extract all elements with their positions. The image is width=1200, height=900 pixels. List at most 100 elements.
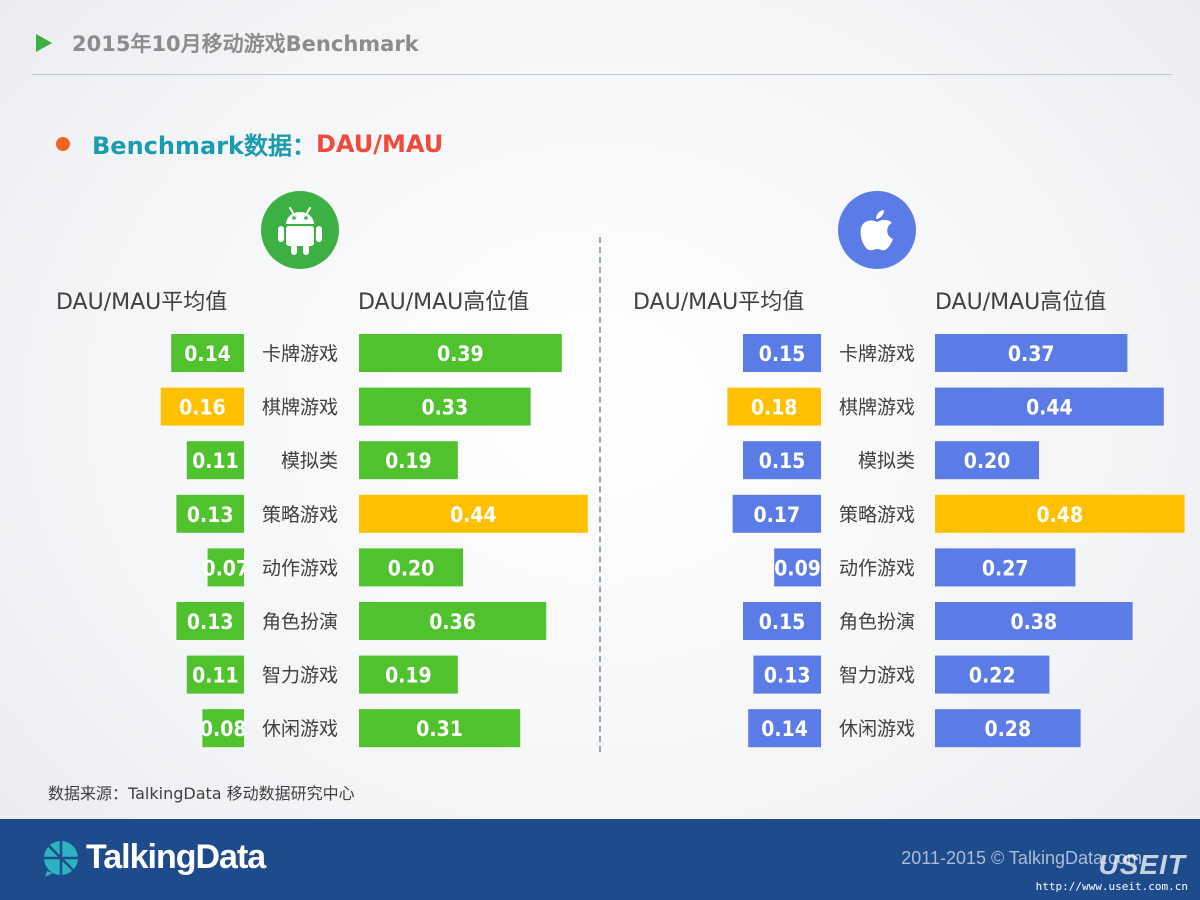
android-avg-value-label: 0.08 bbox=[200, 717, 247, 741]
ios-avg-bar bbox=[753, 655, 821, 694]
ios-avg-value-label: 0.15 bbox=[759, 342, 806, 366]
android-category-label: 角色扮演 bbox=[262, 611, 338, 633]
ios-high-value-label: 0.48 bbox=[1036, 503, 1083, 527]
android-high-header: DAU/MAU高位值 bbox=[358, 290, 530, 315]
ios-avg-value-label: 0.09 bbox=[774, 556, 821, 580]
talkingdata-logo: TalkingData bbox=[42, 838, 266, 877]
subtitle-prefix: Benchmark数据： bbox=[92, 132, 316, 160]
ios-avg-bar bbox=[748, 709, 821, 748]
footer: TalkingData 2011-2015 © TalkingData.com … bbox=[0, 819, 1200, 900]
ios-high-bar bbox=[935, 334, 1128, 372]
android-avg-header: DAU/MAU平均值 bbox=[56, 290, 228, 315]
ios-avg-header: DAU/MAU平均值 bbox=[633, 290, 805, 315]
ios-high-value-label: 0.27 bbox=[982, 556, 1029, 580]
apple-icon bbox=[838, 191, 916, 269]
android-high-value-label: 0.19 bbox=[385, 449, 432, 473]
play-arrow-icon bbox=[36, 34, 52, 52]
ios-high-bar bbox=[935, 709, 1081, 748]
platform-divider bbox=[599, 237, 601, 752]
watermark: USEIT bbox=[1098, 849, 1186, 880]
ios-high-value-label: 0.37 bbox=[1008, 342, 1055, 366]
ios-avg-value-label: 0.14 bbox=[761, 717, 808, 741]
ios-high-bar bbox=[935, 655, 1050, 694]
android-avg-bar bbox=[171, 334, 244, 372]
section-subtitle: Benchmark数据： DAU/MAU bbox=[56, 126, 443, 161]
android-avg-value-label: 0.14 bbox=[184, 342, 231, 366]
ios-high-value-label: 0.28 bbox=[984, 717, 1031, 741]
ios-avg-value-label: 0.15 bbox=[759, 449, 806, 473]
ios-high-value-label: 0.20 bbox=[964, 449, 1011, 473]
android-high-bar bbox=[359, 548, 463, 587]
ios-avg-bar bbox=[732, 494, 821, 533]
subtitle-highlight: DAU/MAU bbox=[315, 129, 444, 158]
ios-high-value-label: 0.44 bbox=[1026, 396, 1073, 420]
ios-high-bar bbox=[935, 602, 1133, 640]
android-category-label: 卡牌游戏 bbox=[262, 343, 338, 365]
android-avg-value-label: 0.11 bbox=[192, 664, 239, 688]
android-high-value-label: 0.19 bbox=[385, 664, 432, 688]
android-high-bar bbox=[359, 387, 531, 426]
header-divider bbox=[32, 74, 1172, 75]
android-avg-value-label: 0.11 bbox=[192, 449, 239, 473]
android-high-bar bbox=[359, 494, 588, 533]
copyright: 2011-2015 © TalkingData.com bbox=[901, 848, 1142, 868]
android-avg-bar bbox=[160, 387, 244, 426]
android-category-label: 模拟类 bbox=[281, 450, 338, 472]
android-avg-bar bbox=[176, 602, 244, 640]
android-avg-bar bbox=[202, 709, 244, 748]
android-high-value-label: 0.36 bbox=[429, 610, 476, 634]
android-avg-bar bbox=[186, 441, 244, 480]
android-category-label: 休闲游戏 bbox=[262, 718, 338, 740]
ios-high-bar bbox=[935, 548, 1076, 587]
ios-avg-bar bbox=[743, 334, 821, 372]
android-avg-value-label: 0.07 bbox=[202, 556, 249, 580]
ios-category-label: 模拟类 bbox=[858, 450, 915, 472]
ios-avg-value-label: 0.18 bbox=[751, 396, 798, 420]
android-high-bar bbox=[359, 709, 521, 748]
ios-avg-value-label: 0.13 bbox=[764, 664, 811, 688]
android-high-bar bbox=[359, 334, 562, 372]
ios-category-label: 动作游戏 bbox=[839, 557, 915, 579]
android-avg-value-label: 0.13 bbox=[187, 610, 234, 634]
data-source: 数据来源：TalkingData 移动数据研究中心 bbox=[48, 784, 355, 803]
android-category-label: 棋牌游戏 bbox=[262, 397, 338, 419]
android-category-label: 动作游戏 bbox=[262, 557, 338, 579]
android-avg-value-label: 0.16 bbox=[179, 396, 226, 420]
ios-avg-value-label: 0.15 bbox=[759, 610, 806, 634]
page-header: 2015年10月移动游戏Benchmark bbox=[36, 28, 419, 58]
page-title: 2015年10月移动游戏Benchmark bbox=[72, 32, 419, 56]
android-high-value-label: 0.39 bbox=[437, 342, 484, 366]
ios-category-label: 智力游戏 bbox=[839, 665, 915, 687]
ios-category-label: 棋牌游戏 bbox=[839, 397, 915, 419]
ios-category-label: 休闲游戏 bbox=[839, 718, 915, 740]
android-avg-bar bbox=[186, 655, 244, 694]
android-avg-bar bbox=[207, 548, 244, 587]
watermark-url: http://www.useit.com.cn bbox=[1035, 880, 1188, 893]
android-high-bar bbox=[359, 602, 547, 640]
ios-avg-value-label: 0.17 bbox=[753, 503, 800, 527]
ios-category-label: 卡牌游戏 bbox=[839, 343, 915, 365]
android-avg-bar bbox=[176, 494, 244, 533]
bullet-icon bbox=[56, 136, 70, 151]
android-avg-value-label: 0.13 bbox=[187, 503, 234, 527]
android-icon bbox=[261, 191, 339, 269]
logo-text: TalkingData bbox=[86, 838, 266, 876]
android-high-value-label: 0.20 bbox=[388, 556, 435, 580]
ios-category-label: 策略游戏 bbox=[839, 504, 915, 526]
android-high-value-label: 0.33 bbox=[421, 396, 468, 420]
android-category-label: 策略游戏 bbox=[262, 504, 338, 526]
ios-high-header: DAU/MAU高位值 bbox=[935, 290, 1107, 315]
android-high-value-label: 0.31 bbox=[416, 717, 463, 741]
ios-avg-bar bbox=[743, 441, 821, 480]
ios-avg-bar bbox=[727, 387, 821, 426]
ios-high-value-label: 0.38 bbox=[1010, 610, 1057, 634]
android-high-bar bbox=[359, 655, 458, 694]
ios-avg-bar bbox=[774, 548, 821, 587]
logo-mark-icon bbox=[44, 840, 78, 877]
ios-high-bar bbox=[935, 494, 1185, 533]
ios-high-bar bbox=[935, 387, 1164, 426]
ios-high-bar bbox=[935, 441, 1039, 480]
ios-high-value-label: 0.22 bbox=[969, 664, 1016, 688]
android-high-bar bbox=[359, 441, 458, 480]
